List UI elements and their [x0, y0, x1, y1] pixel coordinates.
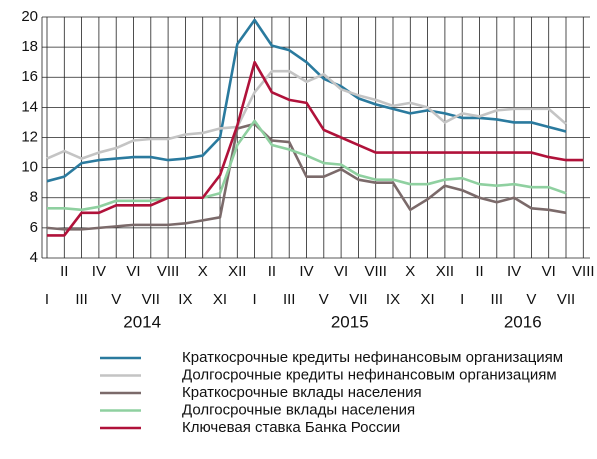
x-tick-label: IV — [507, 263, 521, 280]
x-tick-label: VIII — [157, 263, 180, 280]
x-tick-label: I — [45, 291, 49, 308]
x-tick-label: IX — [386, 291, 400, 308]
x-tick-label: V — [526, 291, 536, 308]
y-tick-label: 6 — [30, 219, 38, 236]
x-tick-label: VI — [542, 263, 556, 280]
x-tick-label: IX — [178, 291, 192, 308]
x-tick-label: V — [111, 291, 121, 308]
x-tick-label: I — [253, 291, 257, 308]
x-tick-label: VII — [349, 291, 367, 308]
x-tick-label: VIII — [572, 263, 595, 280]
legend-label: Краткосрочные кредиты нефинансовым орган… — [182, 349, 563, 366]
y-tick-label: 12 — [21, 128, 38, 145]
y-tick-label: 18 — [21, 38, 38, 55]
x-tick-label: VII — [557, 291, 575, 308]
y-tick-label: 16 — [21, 68, 38, 85]
x-tick-label: III — [491, 291, 504, 308]
legend-label: Ключевая ставка Банка России — [182, 419, 400, 436]
y-tick-label: 4 — [30, 249, 38, 266]
x-tick-label: III — [283, 291, 296, 308]
x-tick-label: V — [319, 291, 329, 308]
x-tick-label: II — [60, 263, 68, 280]
x-tick-label: III — [75, 291, 88, 308]
y-tick-label: 20 — [21, 8, 38, 25]
x-tick-label: XII — [228, 263, 246, 280]
legend-label: Долгосрочные вклады населения — [182, 401, 415, 418]
x-tick-label: I — [460, 291, 464, 308]
x-tick-label: XI — [421, 291, 435, 308]
x-tick-label: IV — [92, 263, 106, 280]
series-line — [46, 18, 567, 183]
y-tick-label: 10 — [21, 159, 38, 176]
legend-label: Долгосрочные кредиты нефинансовым органи… — [182, 366, 557, 383]
x-tick-label: X — [198, 263, 208, 280]
series-line — [47, 60, 584, 237]
year-label: 2015 — [331, 312, 369, 331]
x-tick-label: XI — [213, 291, 227, 308]
year-label: 2014 — [123, 312, 161, 331]
legend-label: Краткосрочные вклады населения — [182, 384, 422, 401]
series-line — [47, 119, 567, 212]
x-tick-label: VI — [334, 263, 348, 280]
x-tick-label: II — [475, 263, 483, 280]
year-label: 2016 — [504, 312, 542, 331]
x-tick-label: VI — [126, 263, 140, 280]
x-tick-label: IV — [299, 263, 313, 280]
series-line — [46, 122, 567, 231]
y-tick-label: 14 — [21, 98, 38, 115]
x-tick-label: II — [268, 263, 276, 280]
x-tick-label: XII — [436, 263, 454, 280]
y-tick-label: 8 — [30, 189, 38, 206]
series-line — [46, 69, 567, 160]
x-tick-label: VIII — [364, 263, 387, 280]
x-tick-label: VII — [142, 291, 160, 308]
x-tick-label: X — [405, 263, 415, 280]
